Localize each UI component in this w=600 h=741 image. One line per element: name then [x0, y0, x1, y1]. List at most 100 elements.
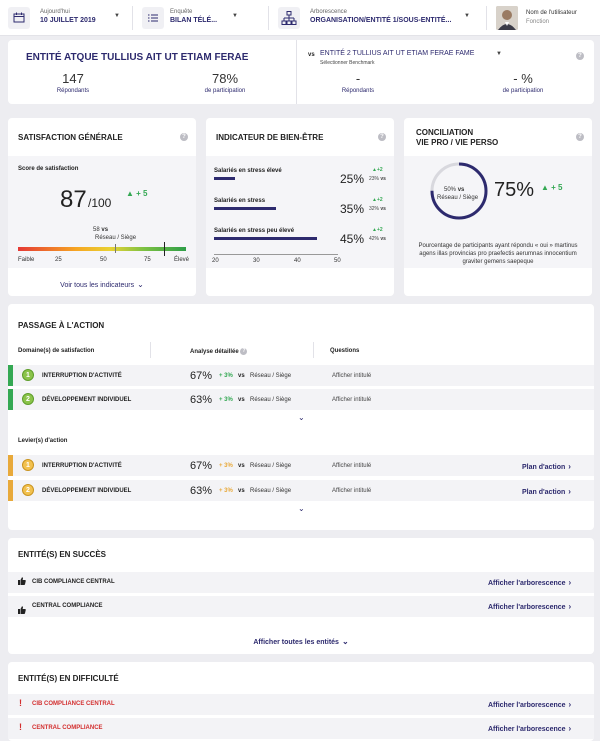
entity-card: ENTITÉ ATQUE TULLIUS AIT UT ETIAM FERAE … [8, 40, 594, 104]
tree-selector[interactable]: Arborescence ORGANISATION/ENTITÉ 1/SOUS-… [278, 6, 474, 30]
conciliation-delta: ▲ + 5 [541, 183, 563, 192]
question-link[interactable]: Afficher intitulé [332, 488, 372, 494]
wellbeing-card: INDICATEUR DE BIEN-ÊTRE ? Salariés en st… [206, 118, 394, 296]
wellbeing-title: INDICATEUR DE BIEN-ÊTRE [216, 133, 324, 142]
chevron-right-icon: › [568, 487, 571, 496]
success-entity-label: CIB COMPLIANCE CENTRAL [32, 579, 115, 585]
show-all-entities-link[interactable]: Afficher toutes les entités ⌄ [253, 637, 349, 646]
action-plan-link[interactable]: Plan d'action › [522, 487, 571, 496]
domain-delta: + 3% [219, 373, 233, 379]
success-title: ENTITÉ(S) EN SUCCÈS [18, 550, 107, 559]
lever-delta: + 3% [219, 463, 233, 469]
bench-respondents-label: Répondants [341, 88, 375, 94]
survey-value: BILAN TÉLÉ... [170, 17, 218, 24]
question-link[interactable]: Afficher intitulé [332, 373, 372, 379]
lever-value: 67% [190, 460, 213, 472]
expand-domains-button[interactable]: ⌄ [298, 413, 305, 422]
domain-bench: Réseau / Siège [250, 373, 292, 379]
row-indicator [8, 389, 13, 410]
success-entity-label: CENTRAL COMPLIANCE [32, 603, 103, 609]
chevron-down-icon[interactable]: ▼ [232, 13, 238, 19]
help-icon[interactable]: ? [576, 133, 584, 141]
show-tree-link[interactable]: Afficher l'arborescence › [488, 724, 572, 733]
success-card: ENTITÉ(S) EN SUCCÈS CIB COMPLIANCE CENTR… [8, 538, 594, 654]
stress-label: Salariés en stress élevé [214, 168, 282, 174]
date-selector[interactable]: Aujourd'hui 10 JUILLET 2019 ▼ [8, 6, 126, 30]
stress-bench: 32% vs [369, 206, 386, 212]
help-icon[interactable]: ? [180, 133, 188, 141]
vs-label: vs [238, 373, 245, 379]
action-plan-link[interactable]: Plan d'action › [522, 462, 571, 471]
expand-levers-button[interactable]: ⌄ [298, 504, 305, 513]
divider [150, 342, 151, 358]
stress-bar [214, 207, 276, 210]
difficulty-entity-label: CENTRAL COMPLIANCE [32, 725, 103, 731]
thumbs-up-icon [18, 601, 26, 619]
stress-label: Salariés en stress peu élevé [214, 228, 295, 234]
domain-delta: + 3% [219, 397, 233, 403]
success-row: CIB COMPLIANCE CENTRAL Afficher l'arbore… [8, 572, 594, 593]
show-tree-link[interactable]: Afficher l'arborescence › [488, 602, 572, 611]
lever-bench: Réseau / Siège [250, 488, 292, 494]
question-link[interactable]: Afficher intitulé [332, 397, 372, 403]
chevron-right-icon: › [568, 724, 572, 733]
difficulty-row: ! CIB COMPLIANCE CENTRAL Afficher l'arbo… [8, 694, 594, 715]
survey-selector[interactable]: Enquête BILAN TÉLÉ... ▼ [142, 6, 242, 30]
bench-score-label: Réseau / Siège [95, 235, 137, 241]
participation-label: de participation [204, 88, 246, 94]
conciliation-body [404, 156, 592, 268]
chevron-right-icon: › [568, 602, 572, 611]
difficulty-entity-label: CIB COMPLIANCE CENTRAL [32, 701, 115, 707]
scale-50: 50 [100, 257, 107, 263]
chevron-down-icon[interactable]: ▼ [114, 13, 120, 19]
alert-icon: ! [19, 722, 22, 732]
help-icon[interactable]: ? [576, 52, 584, 60]
conciliation-title-1: CONCILIATION [416, 128, 474, 137]
difficulty-card: ENTITÉ(S) EN DIFFICULTÉ ! CIB COMPLIANCE… [8, 662, 594, 741]
stress-bench: 42% vs [369, 236, 386, 242]
score-value: 87 [60, 186, 87, 213]
bench-score: 58 vs [93, 227, 109, 233]
conciliation-gauge [430, 162, 488, 220]
show-tree-link[interactable]: Afficher l'arborescence › [488, 700, 572, 709]
levers-title: Levier(s) d'action [18, 438, 68, 444]
conciliation-card: CONCILIATION VIE PRO / VIE PERSO ? 50% v… [404, 118, 592, 296]
row-indicator [8, 365, 13, 386]
conciliation-value: 75% [494, 179, 535, 201]
divider [486, 6, 487, 30]
domain-row: 1 INTERRUPTION D'ACTIVITÉ 67% + 3% vs Ré… [8, 365, 594, 386]
scale-25: 25 [55, 257, 62, 263]
question-link[interactable]: Afficher intitulé [332, 463, 372, 469]
divider [132, 6, 133, 30]
medal-icon: 1 [22, 369, 34, 381]
view-all-indicators-link[interactable]: Voir tous les indicateurs ⌄ [60, 280, 144, 289]
divider [268, 6, 269, 30]
lever-value: 63% [190, 485, 213, 497]
axis-line [214, 254, 338, 255]
user-menu[interactable]: Nom de l'utilisateur Fonction [496, 4, 596, 32]
axis-tick-label: 40 [294, 258, 301, 264]
chevron-down-icon[interactable]: ▼ [464, 13, 470, 19]
help-icon[interactable]: ? [378, 133, 386, 141]
help-icon[interactable]: ? [240, 348, 248, 355]
benchmark-selector[interactable]: ENTITÉ 2 TULLIUS AIT UT ETIAM FERAE FAME… [320, 48, 520, 68]
stress-value: 45% [340, 232, 365, 246]
scale-75: 75 [144, 257, 151, 263]
avatar[interactable] [496, 6, 518, 30]
score-label: Score de satisfaction [18, 166, 79, 172]
show-tree-link[interactable]: Afficher l'arborescence › [488, 578, 572, 587]
row-indicator [8, 455, 13, 476]
chevron-down-icon[interactable]: ▼ [496, 51, 502, 57]
action-title: PASSAGE À L'ACTION [18, 321, 105, 330]
action-card: PASSAGE À L'ACTION Domaine(s) de satisfa… [8, 304, 594, 530]
domain-row: 2 DÉVELOPPEMENT INDIVIDUEL 63% + 3% vs R… [8, 389, 594, 410]
tree-value: ORGANISATION/ENTITÉ 1/SOUS-ENTITÉ... [310, 17, 452, 24]
respondents-label: Répondants [56, 88, 90, 94]
scale-high: Élevé [174, 257, 190, 263]
wellbeing-body: Salariés en stress élevé 25% ▲+2 23% vs … [206, 156, 394, 268]
score-marker [164, 242, 166, 256]
lever-row: 1 INTERRUPTION D'ACTIVITÉ 67% + 3% vs Ré… [8, 455, 594, 476]
stress-row: Salariés en stress élevé 25% ▲+2 23% vs [206, 164, 394, 194]
score-delta: ▲ + 5 [126, 189, 148, 198]
stress-row: Salariés en stress 35% ▲+2 32% vs [206, 194, 394, 224]
